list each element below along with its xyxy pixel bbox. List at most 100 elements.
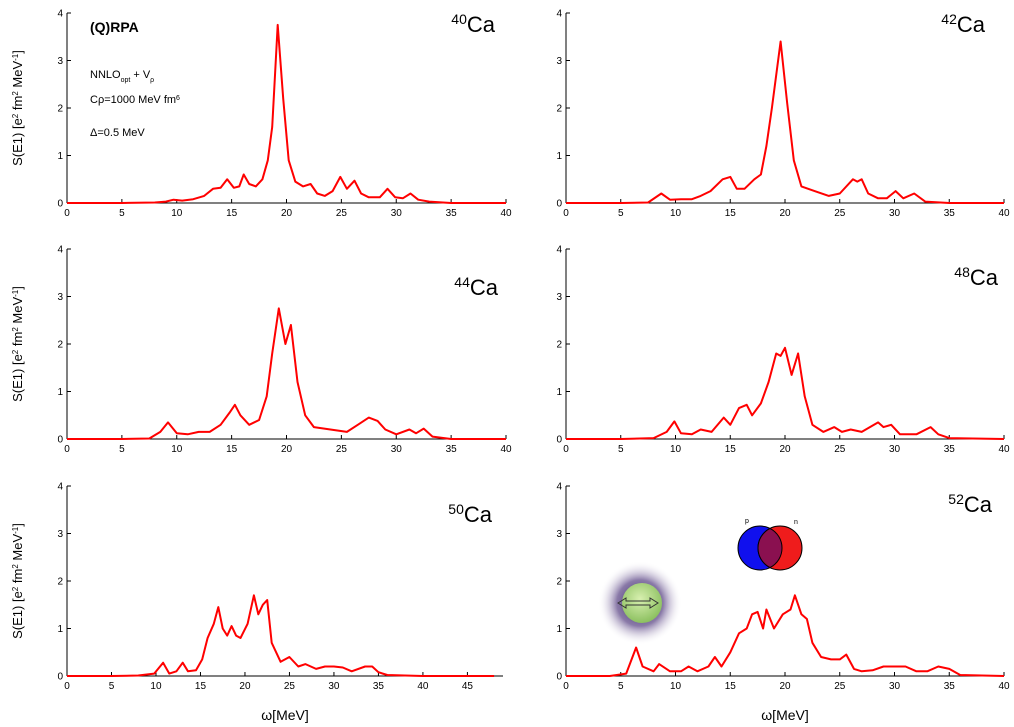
x-tick-label: 5 [119,208,125,219]
text-part: S(E1) [e [10,591,25,639]
x-tick-label: 0 [64,444,70,455]
panel-title: 40Ca [451,11,495,37]
supscript: -1 [11,53,20,61]
x-tick-label: 0 [64,208,70,219]
x-tick-label: 40 [500,444,512,455]
y-tick-label: 1 [57,387,63,398]
supscript: 2 [11,586,20,591]
text-part: NNLO [90,69,121,81]
x-tick-label: 30 [328,681,340,692]
supscript: 2 [11,91,20,96]
text-part: ] [10,523,25,527]
x-tick-label: 35 [944,208,956,219]
text-part: fm [10,96,25,114]
supscript: 52 [948,491,964,507]
text-part: fm [10,569,25,587]
x-tick-label: 5 [618,444,624,455]
x-tick-label: 25 [336,208,348,219]
text-part: S(E1) [e [10,118,25,166]
x-tick-label: 25 [834,444,846,455]
y-tick-label: 1 [556,624,562,635]
supscript: 50 [448,501,464,517]
x-tick-label: 10 [670,208,682,219]
data-line [566,346,1005,440]
annotation: Cρ=1000 MeV fm6 [90,94,180,106]
x-tick-label: 35 [944,444,956,455]
y-tick-label: 2 [57,577,63,588]
x-tick-label: 15 [226,444,238,455]
y-tick-label: 4 [57,9,63,20]
x-tick-label: 40 [998,444,1010,455]
x-tick-label: 10 [670,681,682,692]
x-tick-label: 40 [500,208,512,219]
panel-title: 50Ca [448,501,492,527]
text-part: Ca [970,265,999,290]
text-part: fm [10,332,25,350]
text-part: Δ=0.5 MeV [90,127,145,139]
x-tick-label: 0 [563,681,569,692]
y-tick-label: 2 [556,340,562,351]
y-tick-label: 0 [57,435,63,446]
panel-title: 42Ca [941,11,985,37]
annotation: Δ=0.5 MeV [90,127,145,139]
x-tick-label: 30 [391,208,403,219]
x-tick-label: 5 [618,681,624,692]
y-tick-label: 3 [57,292,63,303]
supscript: 6 [176,95,180,102]
text-part: Cρ=1000 MeV fm [90,94,176,106]
x-tick-label: 35 [944,681,956,692]
x-tick-label: 25 [284,681,296,692]
text-part: MeV [10,534,25,565]
neutron-label: n [794,519,798,526]
panel-title: 44Ca [454,274,498,300]
y-tick-label: 0 [57,199,63,210]
subscript: opt [121,77,131,84]
x-tick-label: 25 [834,681,846,692]
text-part: ] [10,50,25,54]
y-tick-label: 3 [556,56,562,67]
x-tick-label: 35 [446,208,458,219]
text-part: MeV [10,297,25,328]
x-tick-label: 30 [391,444,403,455]
x-tick-label: 20 [779,208,791,219]
y-tick-label: 1 [57,624,63,635]
x-tick-label: 15 [195,681,207,692]
x-tick-label: 5 [109,681,115,692]
supscript: 2 [11,113,20,118]
x-tick-label: 0 [563,444,569,455]
y-tick-label: 3 [57,529,63,540]
x-tick-label: 0 [563,208,569,219]
x-tick-label: 10 [150,681,162,692]
supscript: -1 [11,526,20,534]
x-tick-label: 10 [670,444,682,455]
text-part: Ca [470,275,499,300]
text-part: Ca [957,12,986,37]
supscript: 40 [451,11,467,27]
sphere-icon [598,561,682,645]
y-tick-label: 2 [57,104,63,115]
subscript: ρ [150,77,154,84]
x-tick-label: 45 [462,681,474,692]
y-tick-label: 1 [57,151,63,162]
y-tick-label: 0 [57,672,63,683]
panel-title: 48Ca [954,264,998,290]
data-line [67,594,495,677]
x-tick-label: 5 [618,208,624,219]
data-line [566,594,1005,677]
y-tick-label: 1 [556,151,562,162]
y-tick-label: 4 [57,245,63,256]
text-part: S(E1) [e [10,354,25,402]
x-tick-label: 20 [239,681,251,692]
x-tick-label: 10 [171,444,183,455]
y-axis-label: S(E1) [e2 fm2 MeV-1] [10,523,25,639]
x-tick-label: 40 [998,208,1010,219]
text-part: Ca [464,502,493,527]
y-tick-label: 3 [556,529,562,540]
y-tick-label: 2 [556,577,562,588]
